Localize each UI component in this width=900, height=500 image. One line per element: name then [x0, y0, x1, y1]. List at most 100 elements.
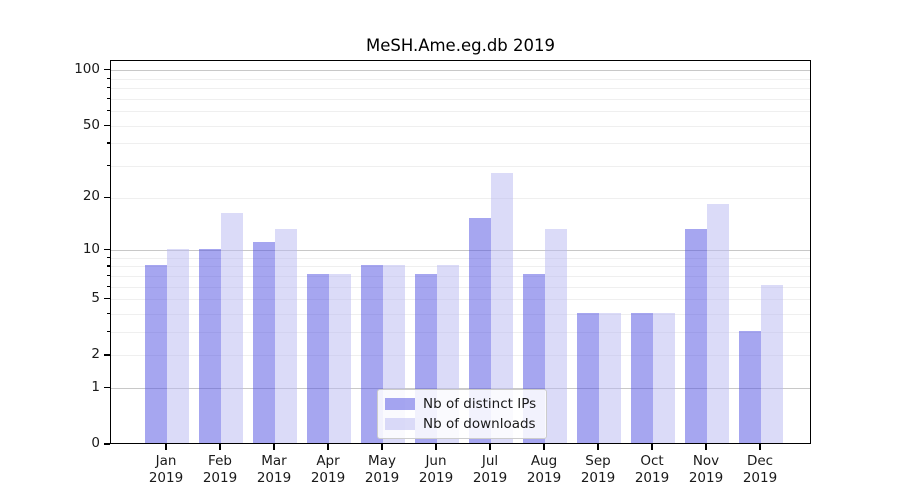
y-tick-mark: [104, 124, 110, 126]
major-gridline: [111, 388, 810, 390]
y-minor-tick-mark: [106, 313, 110, 315]
bar-distinct-ips-jan: [145, 264, 167, 443]
bar-distinct-ips-feb: [199, 248, 221, 443]
y-tick-label: 100: [74, 61, 100, 78]
y-minor-tick-mark: [106, 331, 110, 333]
y-tick-mark: [104, 298, 110, 300]
x-tick-label: Feb 2019: [202, 453, 238, 486]
y-tick-mark: [104, 443, 110, 445]
y-minor-tick-mark: [106, 87, 110, 89]
minor-gridline: [111, 286, 810, 288]
x-tick-mark: [705, 444, 707, 450]
minor-gridline: [111, 98, 810, 100]
minor-gridline: [111, 355, 810, 357]
plot-canvas: [111, 61, 810, 443]
major-gridline: [111, 250, 810, 252]
bar-downloads-dec: [761, 285, 783, 443]
bar-downloads-jan: [167, 248, 189, 443]
x-tick-mark: [219, 444, 221, 450]
x-tick-mark: [489, 444, 491, 450]
x-tick-label: Jun 2019: [418, 453, 454, 486]
bar-downloads-mar: [275, 229, 297, 443]
x-tick-label: Jul 2019: [472, 453, 508, 486]
bar-downloads-nov: [707, 204, 729, 443]
x-tick-mark: [273, 444, 275, 450]
x-tick-label: Sep 2019: [580, 453, 616, 486]
bar-downloads-aug: [545, 229, 567, 443]
x-tick-mark: [597, 444, 599, 450]
chart-title: MeSH.Ame.eg.db 2019: [365, 36, 556, 55]
y-minor-tick-mark: [106, 142, 110, 144]
y-tick-label: 1: [91, 379, 100, 396]
x-tick-label: Apr 2019: [310, 453, 346, 486]
y-tick-mark: [104, 248, 110, 251]
y-tick-label: 20: [82, 188, 100, 205]
y-tick-mark: [104, 69, 110, 71]
y-tick-label: 50: [82, 116, 100, 133]
x-tick-label: Dec 2019: [742, 453, 778, 486]
y-tick-label: 5: [91, 290, 100, 307]
bar-downloads-sep: [599, 312, 621, 443]
y-tick-mark: [104, 354, 110, 356]
y-minor-tick-mark: [106, 97, 110, 100]
y-minor-tick-mark: [106, 285, 110, 287]
bar-distinct-ips-mar: [253, 241, 275, 443]
x-tick-mark: [435, 444, 437, 450]
x-tick-mark: [543, 444, 545, 450]
x-tick-label: Nov 2019: [688, 453, 724, 486]
bar-distinct-ips-nov: [685, 229, 707, 443]
minor-gridline: [111, 332, 810, 334]
y-minor-tick-mark: [106, 77, 110, 79]
x-tick-label: Oct 2019: [634, 453, 670, 486]
x-tick-mark: [381, 444, 383, 450]
minor-gridline: [111, 166, 810, 168]
minor-gridline: [111, 275, 810, 277]
legend: Nb of distinct IPs Nb of downloads: [377, 389, 548, 439]
bar-distinct-ips-sep: [577, 312, 599, 443]
y-minor-tick-mark: [106, 256, 110, 258]
legend-swatch-downloads-icon: [385, 418, 415, 430]
minor-gridline: [111, 257, 810, 259]
bar-distinct-ips-apr: [307, 274, 329, 443]
plot-area: [110, 60, 811, 444]
bar-downloads-apr: [329, 274, 351, 443]
minor-gridline: [111, 78, 810, 80]
y-minor-tick-mark: [106, 274, 110, 277]
minor-gridline: [111, 125, 810, 127]
y-minor-tick-mark: [106, 165, 110, 167]
minor-gridline: [111, 143, 810, 145]
y-tick-mark: [104, 387, 110, 389]
x-tick-label: Aug 2019: [526, 453, 562, 486]
minor-gridline: [111, 314, 810, 315]
x-tick-label: Jan 2019: [148, 453, 184, 486]
bar-distinct-ips-dec: [739, 330, 761, 443]
major-gridline: [111, 70, 810, 72]
x-tick-mark: [327, 444, 329, 450]
legend-item-downloads: Nb of downloads: [385, 416, 536, 432]
minor-gridline: [111, 88, 810, 90]
bar-downloads-oct: [653, 312, 675, 443]
y-minor-tick-mark: [106, 110, 110, 112]
x-tick-mark: [165, 444, 167, 450]
minor-gridline: [111, 266, 810, 268]
x-tick-mark: [651, 444, 653, 450]
bar-downloads-jul: [491, 172, 513, 443]
legend-label-distinct-ips: Nb of distinct IPs: [423, 396, 537, 412]
legend-label-downloads: Nb of downloads: [423, 416, 536, 432]
y-minor-tick-mark: [106, 265, 110, 267]
minor-gridline: [111, 111, 810, 113]
y-tick-label: 10: [82, 240, 100, 257]
x-tick-label: Mar 2019: [256, 453, 292, 486]
legend-swatch-distinct-ips-icon: [385, 398, 415, 410]
y-tick-label: 2: [91, 346, 100, 363]
bar-distinct-ips-jul: [469, 218, 491, 443]
y-tick-mark: [104, 196, 110, 198]
legend-item-distinct-ips: Nb of distinct IPs: [385, 396, 536, 412]
x-tick-label: May 2019: [364, 453, 400, 486]
minor-gridline: [111, 299, 810, 301]
bar-downloads-feb: [221, 213, 243, 443]
bar-distinct-ips-oct: [631, 312, 653, 443]
x-tick-mark: [759, 444, 761, 450]
y-tick-label: 0: [91, 435, 100, 452]
